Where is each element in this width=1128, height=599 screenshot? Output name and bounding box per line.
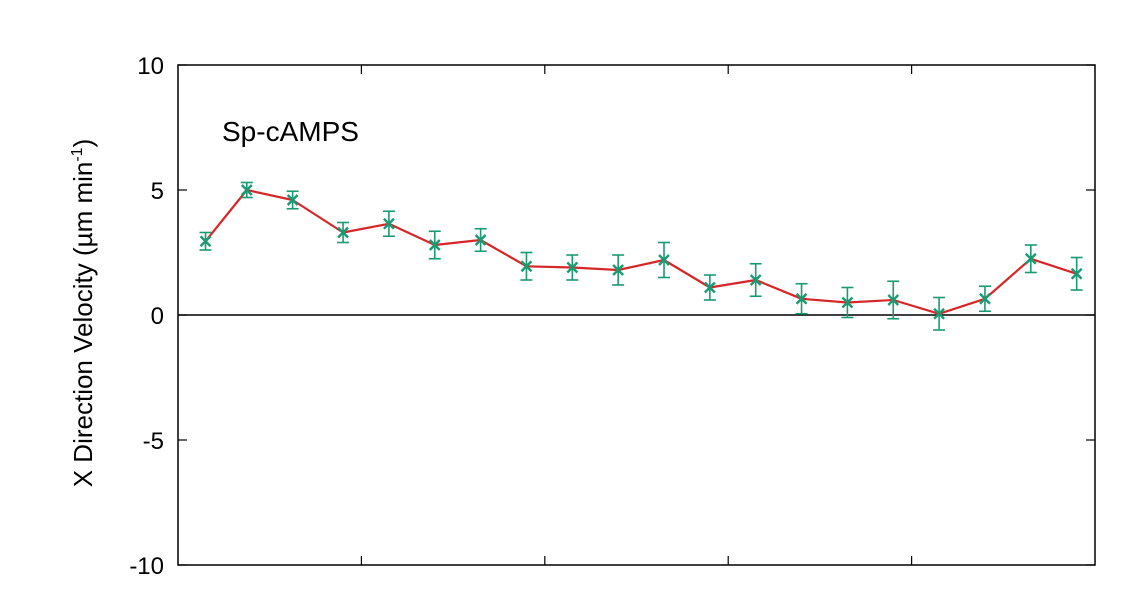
y-tick-label: 0 [151, 303, 164, 330]
data-point [795, 292, 808, 305]
data-point-stroke [199, 235, 212, 248]
data-point [612, 264, 625, 276]
y-axis-label-main: X Direction Velocity (µm min [68, 162, 98, 488]
y-tick-label: 10 [137, 53, 164, 80]
data-point [474, 234, 487, 246]
condition-annotation: Sp-cAMPS [222, 116, 359, 147]
data-point [1024, 252, 1037, 265]
data-point-stroke [933, 307, 945, 320]
data-point [383, 217, 395, 230]
data-point-stroke [841, 296, 854, 309]
data-point-stroke [612, 264, 625, 276]
data-point [337, 226, 349, 239]
series-line [204, 188, 1078, 315]
data-point [199, 235, 212, 248]
y-axis-label-close: ) [68, 139, 98, 148]
y-tick-label: -10 [129, 553, 164, 580]
data-point [240, 184, 253, 196]
y-tick-label: 5 [151, 178, 164, 205]
data-point [979, 292, 991, 305]
y-axis-label: X Direction Velocity (µm min-1) [68, 139, 98, 488]
series-layer [199, 181, 1083, 331]
data-point-stroke [520, 260, 533, 273]
data-point-stroke [704, 281, 716, 294]
data-point [841, 296, 854, 309]
plot-frame [177, 64, 1096, 566]
y-tick-labels: 10 5 0 -5 -10 [129, 53, 164, 580]
data-point [704, 281, 716, 294]
data-point [566, 261, 579, 274]
data-point-stroke [286, 194, 299, 206]
data-point [520, 260, 533, 273]
data-point [1070, 267, 1083, 280]
data-point-stroke [428, 239, 441, 251]
data-point [749, 274, 762, 286]
data-point-stroke [658, 254, 670, 266]
data-point [933, 307, 945, 320]
data-point [428, 239, 441, 251]
data-point [658, 254, 670, 266]
data-point [887, 294, 900, 306]
data-point-stroke [474, 234, 487, 246]
data-point-stroke [979, 292, 991, 305]
data-point [286, 194, 299, 206]
data-point-stroke [1024, 252, 1037, 265]
data-point-stroke [337, 226, 349, 239]
data-point-stroke [240, 184, 253, 196]
data-point-stroke [795, 292, 808, 305]
data-point-stroke [1070, 267, 1083, 280]
y-tick-label: -5 [143, 428, 164, 455]
data-point-stroke [566, 261, 579, 274]
data-point-stroke [887, 294, 900, 306]
data-point-stroke [383, 217, 395, 230]
y-axis-label-superscript: -1 [69, 147, 86, 161]
data-point-stroke [749, 274, 762, 286]
